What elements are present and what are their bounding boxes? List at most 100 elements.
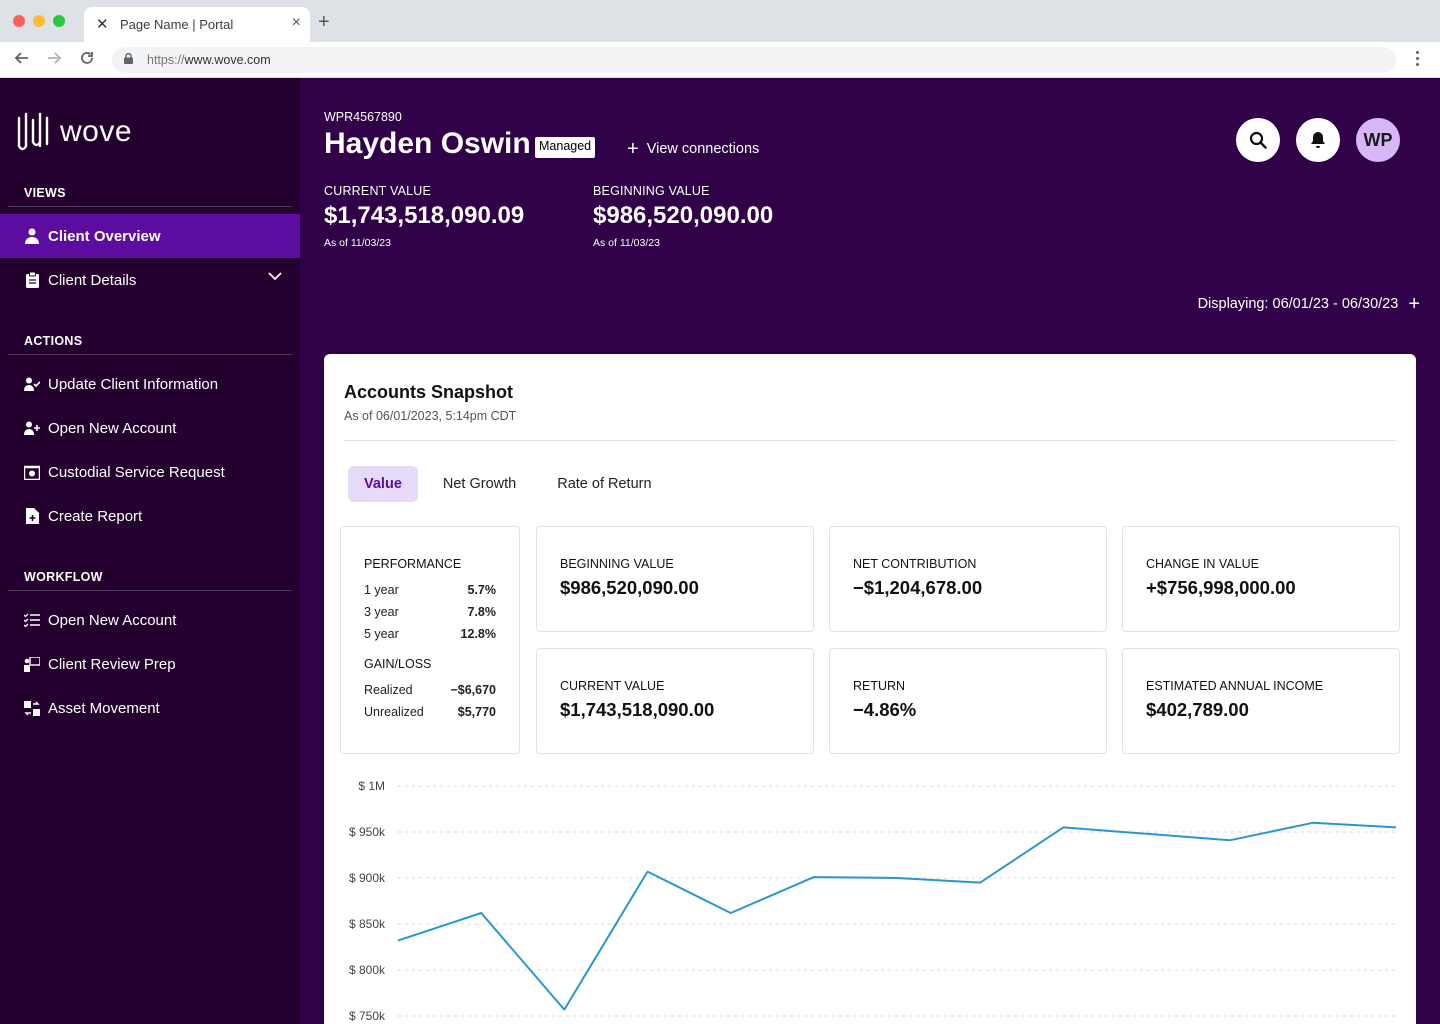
chevron-down-icon[interactable] xyxy=(268,272,282,281)
divider xyxy=(344,440,1396,441)
avatar[interactable]: WP xyxy=(1356,118,1400,162)
user-check-icon xyxy=(24,376,40,392)
browser-tab[interactable]: ✕ Page Name | Portal × xyxy=(84,7,310,42)
sidebar-item-label: Client Details xyxy=(48,271,137,289)
sidebar-item-client-overview[interactable]: Client Overview xyxy=(0,214,300,258)
plus-icon: + xyxy=(627,138,639,160)
accounts-snapshot-card: Accounts Snapshot As of 06/01/2023, 5:14… xyxy=(324,354,1416,1024)
tab-value[interactable]: Value xyxy=(348,466,418,502)
close-tab-icon[interactable]: × xyxy=(291,14,301,31)
x-logo-icon: ✕ xyxy=(96,16,109,33)
lock-icon xyxy=(124,53,133,64)
sidebar-item-label: Custodial Service Request xyxy=(48,463,225,481)
divider xyxy=(8,354,292,355)
back-arrow-icon[interactable] xyxy=(14,50,30,69)
workflow-section-title: WORKFLOW xyxy=(24,570,103,584)
wove-logo[interactable]: wove xyxy=(16,110,132,154)
minimize-window-button[interactable] xyxy=(33,15,45,27)
transfer-icon xyxy=(24,700,40,716)
sidebar-item-asset-movement[interactable]: Asset Movement xyxy=(0,686,300,730)
client-name: Hayden Oswin xyxy=(324,127,531,160)
actions-section-title: ACTIONS xyxy=(24,334,83,348)
value-series-line xyxy=(397,821,1397,1011)
forward-arrow-icon[interactable] xyxy=(46,50,62,69)
money-box-icon xyxy=(24,464,40,480)
notifications-button[interactable] xyxy=(1296,118,1340,162)
url-field[interactable]: https://www.wove.com xyxy=(112,47,1396,73)
tab-title: Page Name | Portal xyxy=(120,17,234,32)
divider xyxy=(8,206,292,207)
beginning-value-asof: As of 11/03/23 xyxy=(593,237,660,249)
beginning-value: $986,520,090.00 xyxy=(593,202,774,229)
maximize-window-button[interactable] xyxy=(53,15,65,27)
stat-change-in-value: CHANGE IN VALUE +$756,998,000.00 xyxy=(1122,526,1400,632)
y-tick-label: $ 750k xyxy=(349,1009,386,1023)
card-asof: As of 06/01/2023, 5:14pm CDT xyxy=(344,409,517,423)
presenter-icon xyxy=(24,656,40,672)
current-value: $1,743,518,090.09 xyxy=(324,202,525,229)
gainloss-row: Unrealized $5,770 xyxy=(364,705,496,719)
new-tab-button[interactable]: + xyxy=(318,11,330,33)
y-tick-label: $ 1M xyxy=(358,779,385,793)
sidebar-item-workflow-open-new-account[interactable]: Open New Account xyxy=(0,598,300,642)
sidebar-item-label: Open New Account xyxy=(48,419,177,437)
performance-row: 3 year 7.8% xyxy=(364,605,496,619)
view-connections-label: View connections xyxy=(646,141,760,157)
sidebar: wove VIEWS Client Overview Client Detail… xyxy=(0,78,300,1024)
reload-icon[interactable] xyxy=(79,50,95,69)
sidebar-item-client-details[interactable]: Client Details xyxy=(0,258,300,302)
tab-rate-of-return[interactable]: Rate of Return xyxy=(557,476,652,492)
managed-badge: Managed xyxy=(535,137,596,158)
gainloss-row: Realized −$6,670 xyxy=(364,683,496,697)
main-content: WPR4567890 Hayden Oswin Managed + View c… xyxy=(300,78,1440,1024)
browser-menu-icon[interactable] xyxy=(1416,51,1420,69)
snapshot-tabs: Value Net Growth Rate of Return xyxy=(348,466,677,502)
stat-beginning-value: BEGINNING VALUE $986,520,090.00 xyxy=(536,526,814,632)
account-id: WPR4567890 xyxy=(324,110,402,124)
y-tick-label: $ 900k xyxy=(349,871,386,885)
performance-row: 5 year 12.8% xyxy=(364,627,496,641)
sidebar-item-update-client-information[interactable]: Update Client Information xyxy=(0,362,300,406)
performance-panel: PERFORMANCE 1 year 5.7% 3 year 7.8% 5 year… xyxy=(340,526,520,754)
y-tick-label: $ 950k xyxy=(349,825,386,839)
close-window-button[interactable] xyxy=(13,15,25,27)
current-value-label: CURRENT VALUE xyxy=(324,184,432,198)
sidebar-item-label: Client Overview xyxy=(48,227,161,245)
views-section-title: VIEWS xyxy=(24,186,66,200)
search-button[interactable] xyxy=(1236,118,1280,162)
address-bar: https://www.wove.com xyxy=(0,42,1440,78)
file-plus-icon xyxy=(24,508,40,524)
checklist-icon xyxy=(24,612,40,628)
sidebar-item-client-review-prep[interactable]: Client Review Prep xyxy=(0,642,300,686)
sidebar-item-custodial-service-request[interactable]: Custodial Service Request xyxy=(0,450,300,494)
sidebar-item-label: Create Report xyxy=(48,507,143,525)
stat-net-contribution: NET CONTRIBUTION −$1,204,678.00 xyxy=(829,526,1107,632)
sidebar-item-label: Update Client Information xyxy=(48,375,219,393)
card-title: Accounts Snapshot xyxy=(344,382,514,402)
bell-icon xyxy=(1311,132,1325,148)
sidebar-item-label: Open New Account xyxy=(48,611,177,629)
stat-return: RETURN −4.86% xyxy=(829,648,1107,754)
clipboard-icon xyxy=(24,272,40,288)
browser-tab-strip: ✕ Page Name | Portal × + xyxy=(0,0,1440,42)
sidebar-item-open-new-account[interactable]: Open New Account xyxy=(0,406,300,450)
stat-estimated-annual-income: ESTIMATED ANNUAL INCOME $402,789.00 xyxy=(1122,648,1400,754)
y-tick-label: $ 800k xyxy=(349,963,386,977)
current-value-asof: As of 11/03/23 xyxy=(324,237,391,249)
gainloss-title: GAIN/LOSS xyxy=(364,657,432,671)
sidebar-item-label: Asset Movement xyxy=(48,699,160,717)
tab-net-growth[interactable]: Net Growth xyxy=(442,476,517,492)
beginning-value-label: BEGINNING VALUE xyxy=(593,184,710,198)
date-range-selector[interactable]: Displaying: 06/01/23 - 06/30/23 + xyxy=(1198,294,1420,314)
sidebar-item-create-report[interactable]: Create Report xyxy=(0,494,300,538)
plus-icon: + xyxy=(1408,293,1420,315)
url-text: https://www.wove.com xyxy=(147,53,271,67)
divider xyxy=(8,590,292,591)
sidebar-item-label: Client Review Prep xyxy=(48,655,176,673)
value-line-chart: $ 1M $ 950k $ 900k $ 850k $ 800k $ 750k xyxy=(349,779,1397,1023)
stat-current-value: CURRENT VALUE $1,743,518,090.00 xyxy=(536,648,814,754)
logo-text: wove xyxy=(60,115,133,148)
search-icon xyxy=(1249,131,1267,149)
wove-logo-icon xyxy=(17,112,49,151)
view-connections-button[interactable]: + View connections xyxy=(627,139,759,159)
